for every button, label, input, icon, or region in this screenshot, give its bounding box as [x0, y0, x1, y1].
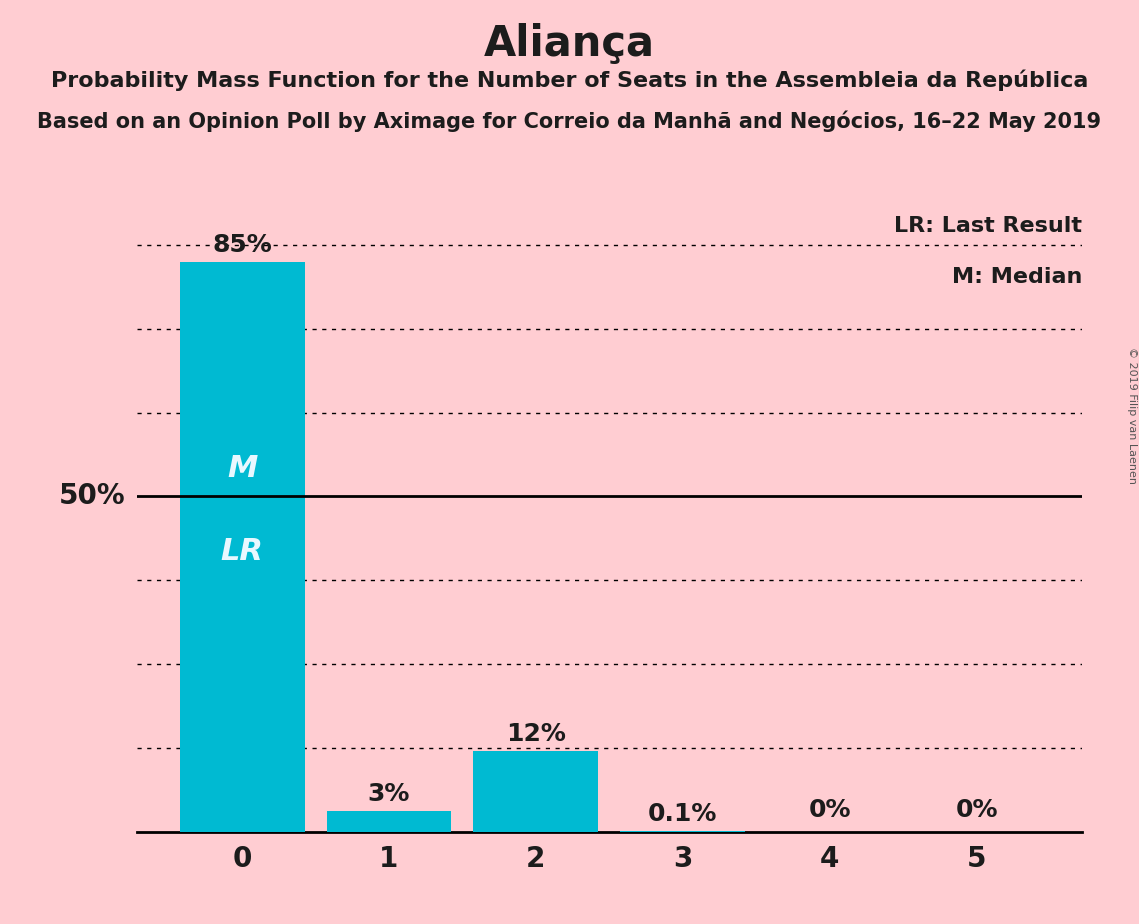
Text: 50%: 50%	[59, 482, 125, 510]
Text: Aliança: Aliança	[484, 23, 655, 65]
Text: M: M	[227, 454, 257, 483]
Text: LR: LR	[221, 537, 263, 565]
Text: 85%: 85%	[212, 233, 272, 257]
Bar	[474, 751, 598, 832]
Text: 0%: 0%	[956, 797, 998, 821]
Text: 0%: 0%	[809, 797, 851, 821]
Text: 0.1%: 0.1%	[648, 801, 718, 825]
Text: 12%: 12%	[506, 722, 566, 746]
Text: Probability Mass Function for the Number of Seats in the Assembleia da República: Probability Mass Function for the Number…	[51, 69, 1088, 91]
Bar	[327, 811, 451, 832]
Text: © 2019 Filip van Laenen: © 2019 Filip van Laenen	[1126, 347, 1137, 484]
Text: M: Median: M: Median	[952, 267, 1082, 286]
Text: LR: Last Result: LR: Last Result	[894, 216, 1082, 236]
Text: 3%: 3%	[368, 782, 410, 806]
Bar	[180, 261, 304, 832]
Text: Based on an Opinion Poll by Aximage for Correio da Manhã and Negócios, 16–22 May: Based on an Opinion Poll by Aximage for …	[38, 111, 1101, 132]
